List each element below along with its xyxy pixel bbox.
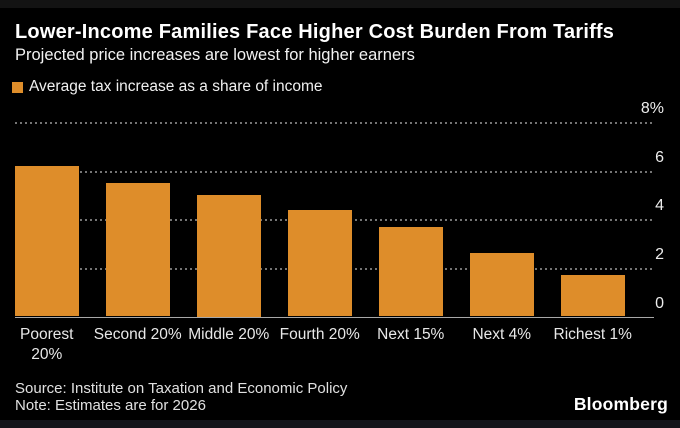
y-axis-tick-0: 0: [655, 294, 664, 312]
bar-richest-1: [561, 275, 625, 317]
top-edge-band: [0, 0, 680, 8]
gridline-8: [15, 122, 654, 125]
legend-label: Average tax increase as a share of incom…: [29, 78, 323, 95]
x-axis-label-next-4: Next 4%: [472, 326, 532, 343]
x-axis-label-second-20: Second 20%: [93, 326, 182, 343]
x-axis-label-poorest-20: Poorest 20%: [20, 326, 74, 363]
gridline-6: [15, 170, 654, 173]
x-axis-label-richest-1: Richest 1%: [553, 326, 632, 343]
bar-next-4: [470, 253, 534, 317]
bloomberg-logo[interactable]: Bloomberg: [573, 394, 668, 414]
y-axis-tick-2: 2: [655, 245, 664, 263]
x-axis-baseline: [15, 316, 654, 318]
x-axis-label-middle-20: Middle 20%: [188, 326, 270, 343]
chart-subtitle: Projected price increases are lowest for…: [15, 46, 415, 64]
source-note-block: Source: Institute on Taxation and Econom…: [15, 380, 348, 414]
bar-second-20: [106, 182, 170, 317]
legend: Average tax increase as a share of incom…: [12, 78, 323, 96]
y-axis-tick-6: 6: [655, 148, 664, 166]
x-axis-label-fourth-20: Fourth 20%: [279, 326, 360, 343]
y-axis-tick-8pct: 8%: [640, 100, 664, 118]
chart-title: Lower-Income Families Face Higher Cost B…: [15, 21, 615, 43]
y-axis-tick-4: 4: [655, 197, 664, 215]
bar-poorest-20: [15, 165, 79, 317]
bottom-edge-band: [0, 420, 680, 428]
bar-next-15: [379, 226, 443, 317]
bar-middle-20: [197, 195, 261, 317]
note-text: Note: Estimates are for 2026: [15, 396, 206, 414]
legend-swatch-icon: [12, 81, 23, 93]
source-text: Source: Institute on Taxation and Econom…: [15, 380, 348, 397]
x-axis-label-next-15: Next 15%: [377, 326, 445, 343]
bar-fourth-20: [288, 209, 352, 317]
